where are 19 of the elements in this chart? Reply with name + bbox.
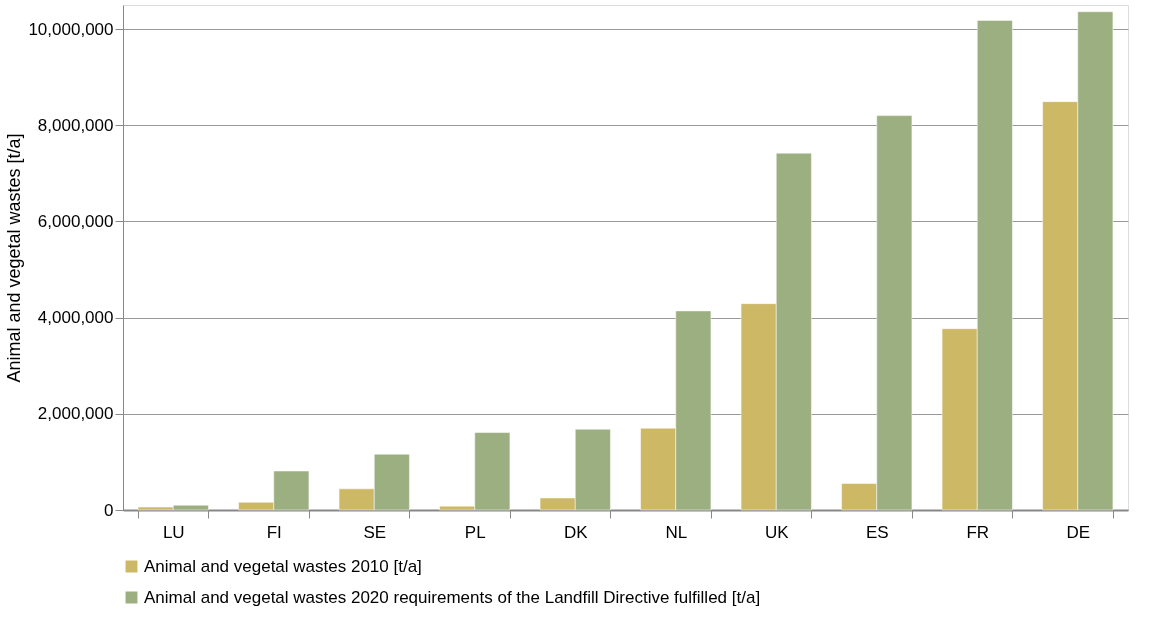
legend-label: Animal and vegetal wastes 2010 [t/a]	[144, 556, 422, 576]
y-tick-label: 0	[104, 500, 114, 520]
y-tick-label: 2,000,000	[37, 404, 114, 424]
y-axis-title: Animal and vegetal wastes [t/a]	[4, 133, 25, 383]
y-tick-label: 8,000,000	[37, 115, 114, 135]
x-tick-label: LU	[162, 522, 185, 542]
y-tick-label: 6,000,000	[37, 211, 114, 231]
x-tick-label: DE	[1066, 522, 1091, 542]
x-tick-label: DK	[563, 522, 589, 542]
y-tick-label: 4,000,000	[37, 308, 114, 328]
x-tick-label: FI	[266, 522, 282, 542]
x-tick-label: ES	[865, 522, 889, 542]
x-tick-label: NL	[665, 522, 688, 542]
legend-label: Animal and vegetal wastes 2020 requirements of the Landfill Directive fulfilled [t/a]	[144, 587, 761, 607]
x-tick-label: SE	[363, 522, 387, 542]
y-tick-label: 10,000,000	[28, 19, 114, 39]
x-tick-label: UK	[764, 522, 790, 542]
x-tick-label: FR	[966, 522, 990, 542]
x-tick-label: PL	[464, 522, 486, 542]
